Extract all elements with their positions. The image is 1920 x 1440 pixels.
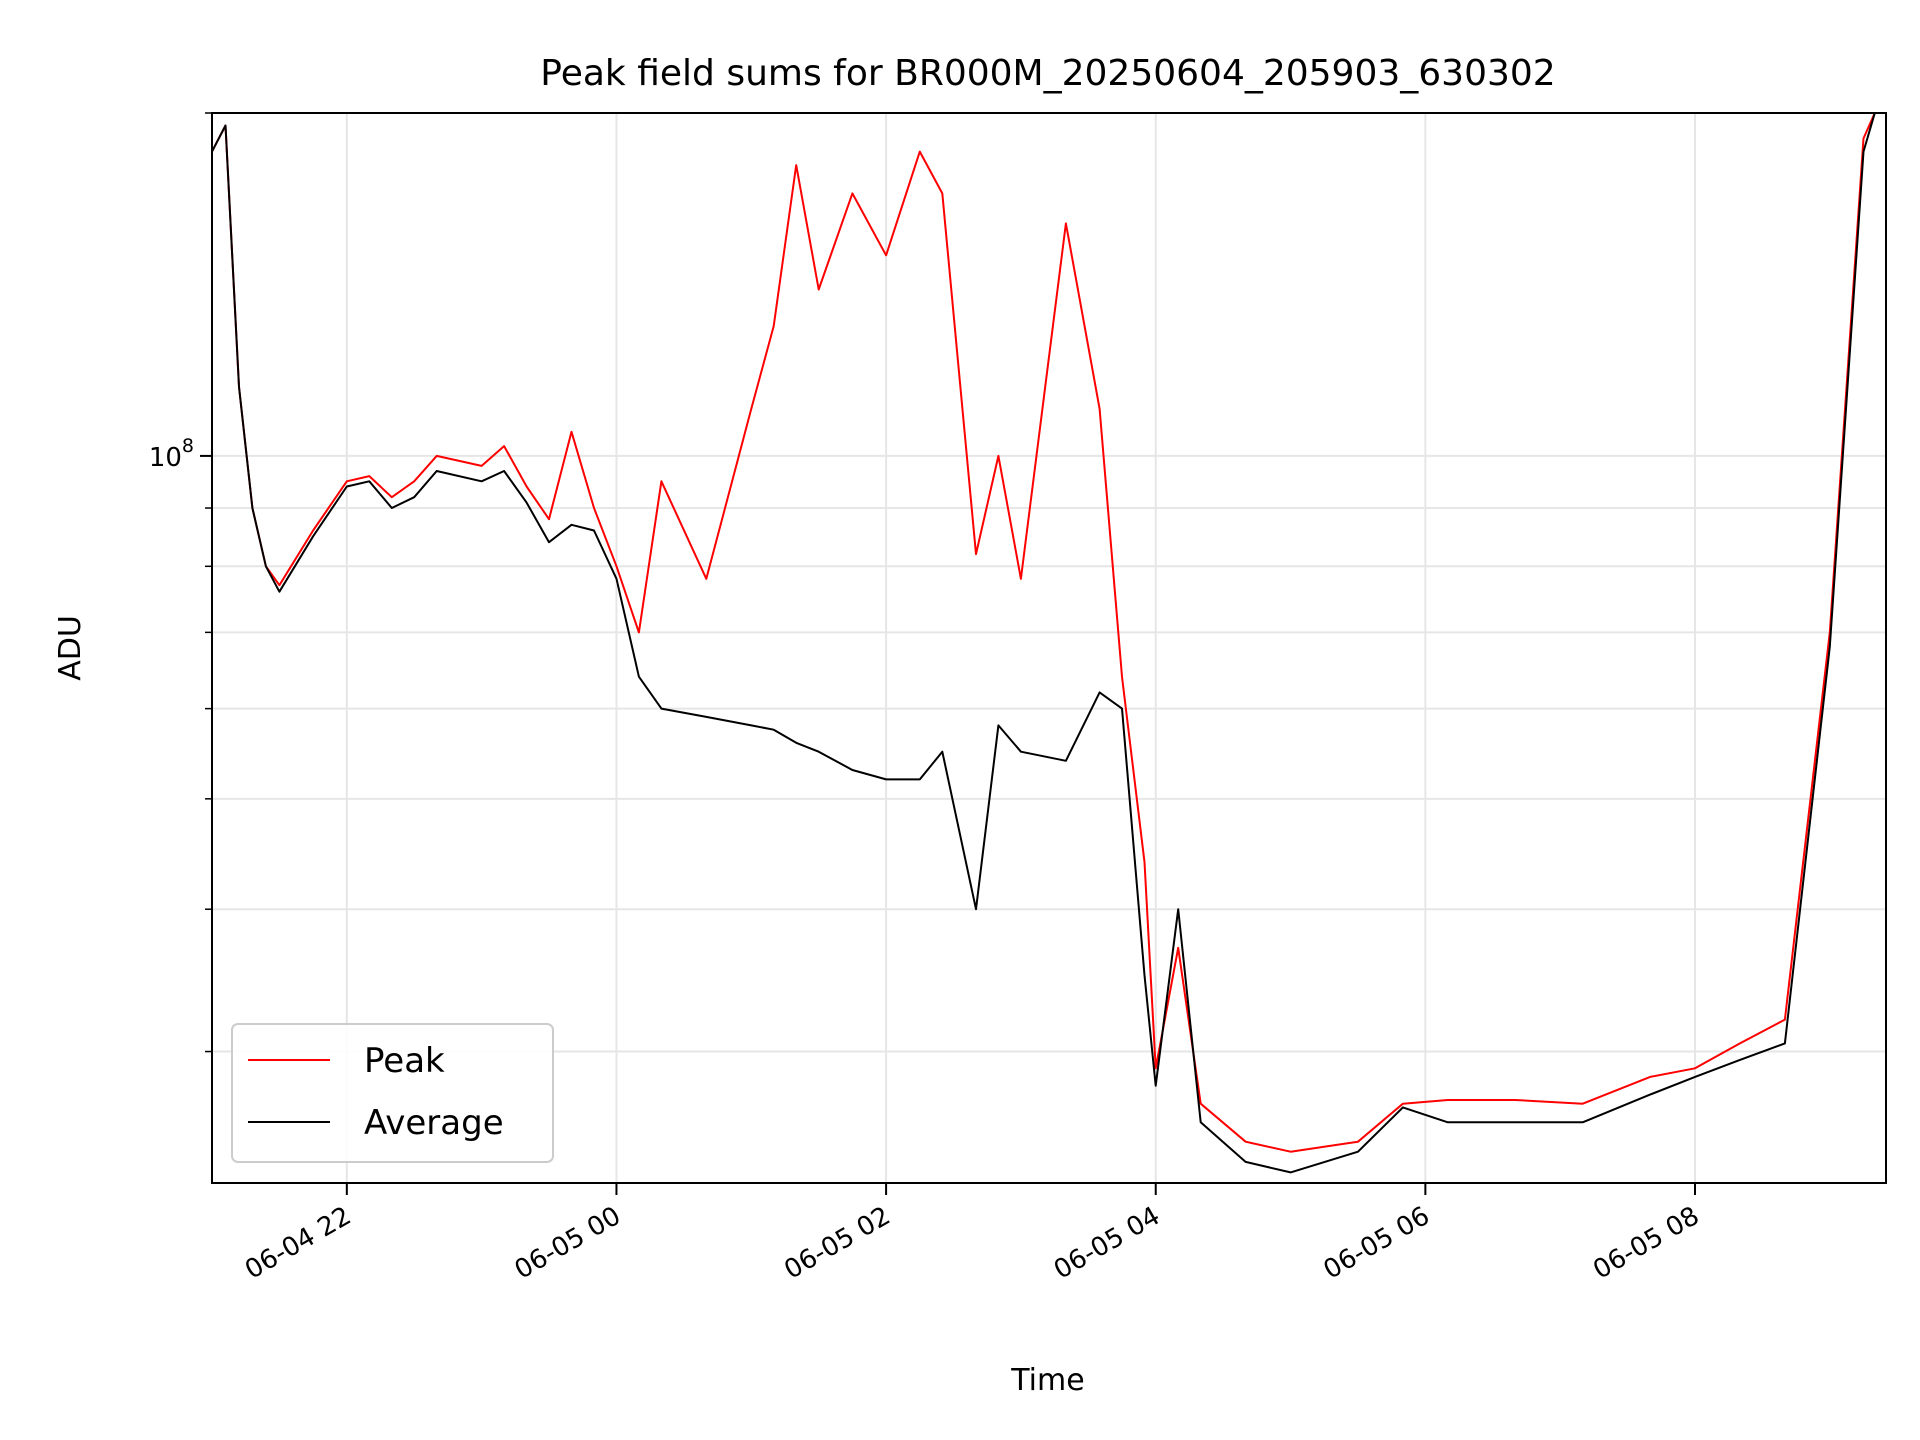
legend: Peak Average [231, 1023, 554, 1163]
y-tick-label: 108 [149, 435, 194, 473]
plot-frame [211, 112, 1887, 1184]
series-layer [212, 113, 1876, 1174]
y-tick-base: 10 [149, 443, 182, 473]
chart-title: Peak field sums for BR000M_20250604_2059… [540, 53, 1555, 94]
series-line-average [212, 113, 1876, 1174]
x-axis-title: Time [1010, 1363, 1084, 1398]
legend-label-average: Average [364, 1103, 504, 1143]
legend-box [231, 1023, 554, 1163]
legend-label-peak: Peak [364, 1041, 445, 1081]
series-line-peak [212, 113, 1876, 1153]
y-axis: 108 [149, 112, 212, 1053]
y-axis-title: ADU [53, 615, 88, 681]
y-tick-exponent: 8 [182, 435, 194, 457]
